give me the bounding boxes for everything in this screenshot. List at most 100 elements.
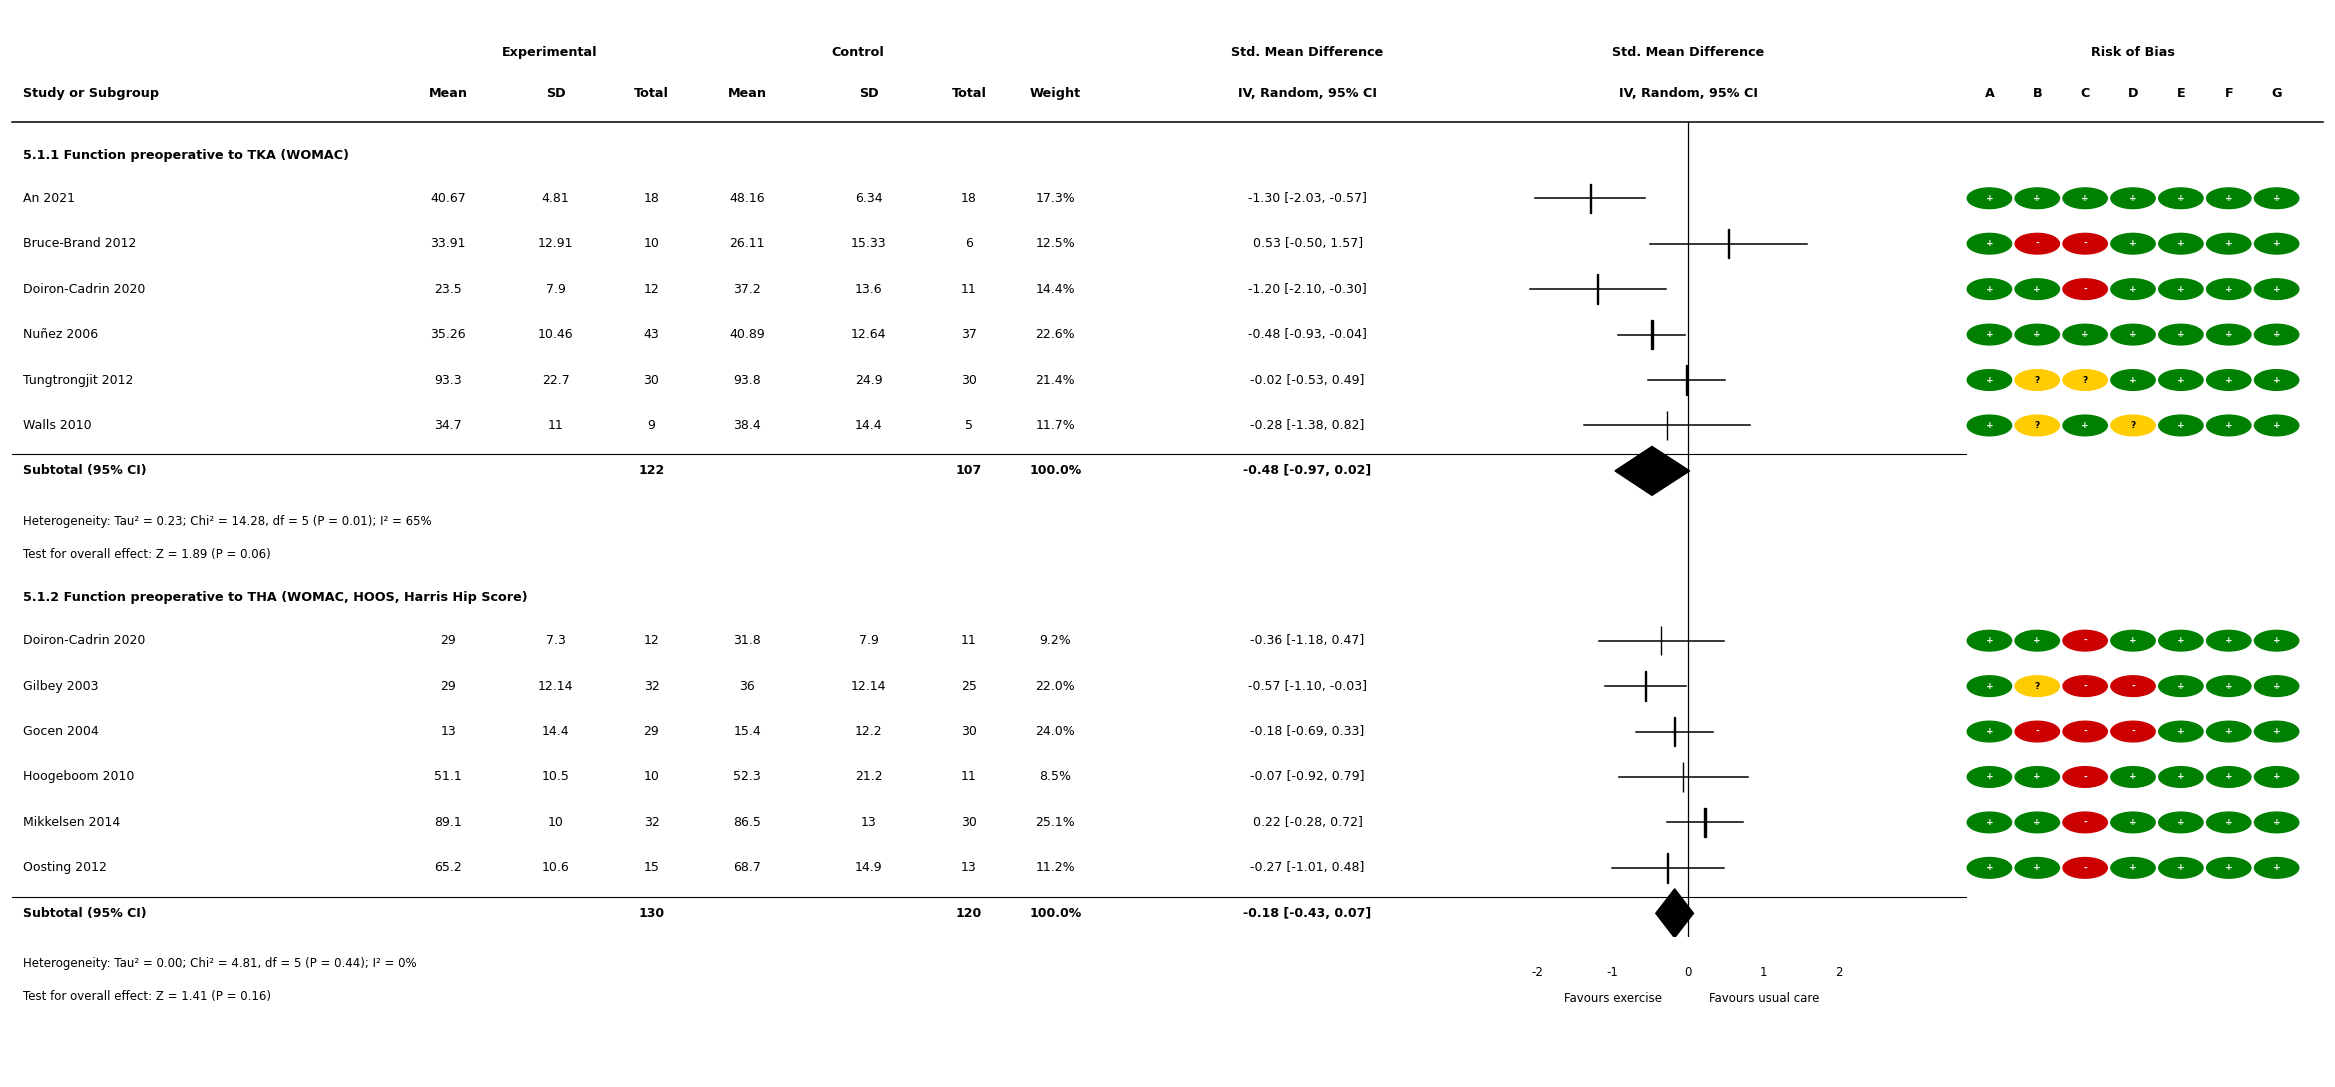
- Circle shape: [2111, 766, 2155, 787]
- Text: Favours exercise: Favours exercise: [1564, 991, 1663, 1004]
- Text: 26.11: 26.11: [729, 237, 766, 250]
- Circle shape: [2207, 324, 2251, 345]
- Text: 37: 37: [962, 328, 976, 341]
- Text: -: -: [2036, 727, 2038, 736]
- Text: 86.5: 86.5: [733, 816, 761, 829]
- Text: -: -: [2083, 727, 2087, 736]
- Circle shape: [2256, 858, 2298, 878]
- Text: +: +: [2176, 817, 2186, 827]
- Text: 15.33: 15.33: [850, 237, 887, 250]
- Text: +: +: [2225, 636, 2232, 646]
- Text: -0.07 [-0.92, 0.79]: -0.07 [-0.92, 0.79]: [1249, 771, 1366, 784]
- Text: +: +: [1985, 863, 1994, 873]
- Text: 10.5: 10.5: [542, 771, 570, 784]
- Circle shape: [2256, 415, 2298, 436]
- Text: SD: SD: [859, 87, 878, 100]
- Text: IV, Random, 95% CI: IV, Random, 95% CI: [1618, 87, 1758, 100]
- Text: +: +: [2176, 727, 2186, 736]
- Text: +: +: [1985, 375, 1994, 385]
- Text: +: +: [2176, 863, 2186, 873]
- Text: 13: 13: [441, 725, 455, 738]
- Text: 13: 13: [962, 861, 976, 874]
- Circle shape: [1966, 234, 2010, 254]
- Text: 6: 6: [964, 237, 974, 250]
- Text: Mikkelsen 2014: Mikkelsen 2014: [23, 816, 121, 829]
- Text: +: +: [2176, 285, 2186, 293]
- Text: 10: 10: [644, 771, 658, 784]
- Text: +: +: [2176, 239, 2186, 248]
- Text: Doiron-Cadrin 2020: Doiron-Cadrin 2020: [23, 634, 145, 647]
- Text: 2: 2: [1835, 965, 1842, 978]
- Text: 9.2%: 9.2%: [1039, 634, 1072, 647]
- Text: -0.28 [-1.38, 0.82]: -0.28 [-1.38, 0.82]: [1252, 418, 1364, 432]
- Text: 13: 13: [862, 816, 876, 829]
- Text: 14.4: 14.4: [855, 418, 883, 432]
- Text: Oosting 2012: Oosting 2012: [23, 861, 107, 874]
- Circle shape: [2207, 812, 2251, 833]
- Text: +: +: [1985, 727, 1994, 736]
- Text: 36: 36: [740, 679, 754, 692]
- Text: +: +: [2225, 682, 2232, 690]
- Text: 11: 11: [962, 283, 976, 296]
- Circle shape: [2207, 370, 2251, 390]
- Text: -0.02 [-0.53, 0.49]: -0.02 [-0.53, 0.49]: [1252, 374, 1364, 387]
- Circle shape: [2064, 279, 2106, 300]
- Text: Favours usual care: Favours usual care: [1709, 991, 1819, 1004]
- Circle shape: [2064, 324, 2106, 345]
- Text: +: +: [2130, 636, 2137, 646]
- Text: +: +: [1985, 421, 1994, 430]
- Circle shape: [2158, 415, 2202, 436]
- Circle shape: [2158, 370, 2202, 390]
- Text: +: +: [2034, 773, 2041, 782]
- Circle shape: [2111, 324, 2155, 345]
- Text: 11.2%: 11.2%: [1037, 861, 1074, 874]
- Text: +: +: [1985, 285, 1994, 293]
- Circle shape: [1966, 630, 2010, 651]
- Text: 0.22 [-0.28, 0.72]: 0.22 [-0.28, 0.72]: [1252, 816, 1364, 829]
- Text: -: -: [2083, 682, 2087, 690]
- Text: 15: 15: [644, 861, 658, 874]
- Text: +: +: [2034, 330, 2041, 339]
- Text: +: +: [2130, 285, 2137, 293]
- Text: -0.48 [-0.97, 0.02]: -0.48 [-0.97, 0.02]: [1245, 464, 1371, 477]
- Circle shape: [2158, 676, 2202, 697]
- Text: Walls 2010: Walls 2010: [23, 418, 91, 432]
- Text: 15.4: 15.4: [733, 725, 761, 738]
- Circle shape: [2064, 858, 2106, 878]
- Text: +: +: [2130, 330, 2137, 339]
- Text: ?: ?: [2130, 421, 2137, 430]
- Circle shape: [2207, 766, 2251, 787]
- Text: Heterogeneity: Tau² = 0.23; Chi² = 14.28, df = 5 (P = 0.01); I² = 65%: Heterogeneity: Tau² = 0.23; Chi² = 14.28…: [23, 514, 432, 527]
- Text: 32: 32: [644, 679, 658, 692]
- Text: Tungtrongjit 2012: Tungtrongjit 2012: [23, 374, 133, 387]
- Text: 122: 122: [637, 464, 665, 477]
- Circle shape: [2256, 676, 2298, 697]
- Text: 11: 11: [549, 418, 563, 432]
- Text: G: G: [2272, 87, 2281, 100]
- Text: +: +: [2272, 682, 2281, 690]
- Text: +: +: [1985, 682, 1994, 690]
- Text: 30: 30: [962, 725, 976, 738]
- Text: 30: 30: [962, 374, 976, 387]
- Text: 17.3%: 17.3%: [1034, 191, 1076, 204]
- Circle shape: [2015, 766, 2059, 787]
- Text: +: +: [2225, 817, 2232, 827]
- Circle shape: [2207, 234, 2251, 254]
- Text: 12.5%: 12.5%: [1034, 237, 1076, 250]
- Text: 10.6: 10.6: [542, 861, 570, 874]
- Text: +: +: [1985, 193, 1994, 203]
- Circle shape: [2064, 676, 2106, 697]
- Text: Subtotal (95% CI): Subtotal (95% CI): [23, 464, 147, 477]
- Text: -: -: [2083, 285, 2087, 293]
- Text: Mean: Mean: [430, 87, 467, 100]
- Text: +: +: [2272, 421, 2281, 430]
- Circle shape: [2064, 188, 2106, 209]
- Text: +: +: [2176, 682, 2186, 690]
- Text: +: +: [1985, 330, 1994, 339]
- Text: 5.1.1 Function preoperative to TKA (WOMAC): 5.1.1 Function preoperative to TKA (WOMA…: [23, 149, 350, 162]
- Text: 40.67: 40.67: [430, 191, 467, 204]
- Text: 21.2: 21.2: [855, 771, 883, 784]
- Text: +: +: [2080, 421, 2090, 430]
- Text: 10.46: 10.46: [537, 328, 574, 341]
- Text: 12.91: 12.91: [537, 237, 574, 250]
